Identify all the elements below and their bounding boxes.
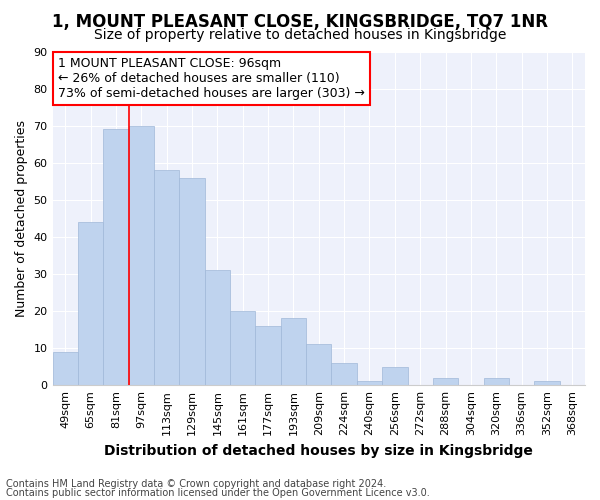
Text: 1, MOUNT PLEASANT CLOSE, KINGSBRIDGE, TQ7 1NR: 1, MOUNT PLEASANT CLOSE, KINGSBRIDGE, TQ… xyxy=(52,12,548,30)
Y-axis label: Number of detached properties: Number of detached properties xyxy=(15,120,28,317)
Bar xyxy=(534,382,560,385)
Bar xyxy=(154,170,179,385)
Bar xyxy=(103,130,128,385)
Bar xyxy=(205,270,230,385)
Text: 1 MOUNT PLEASANT CLOSE: 96sqm
← 26% of detached houses are smaller (110)
73% of : 1 MOUNT PLEASANT CLOSE: 96sqm ← 26% of d… xyxy=(58,56,365,100)
Text: Contains public sector information licensed under the Open Government Licence v3: Contains public sector information licen… xyxy=(6,488,430,498)
Bar xyxy=(179,178,205,385)
Bar xyxy=(331,363,357,385)
Text: Size of property relative to detached houses in Kingsbridge: Size of property relative to detached ho… xyxy=(94,28,506,42)
Bar xyxy=(78,222,103,385)
Bar xyxy=(433,378,458,385)
Bar xyxy=(306,344,331,385)
Bar xyxy=(281,318,306,385)
Bar xyxy=(230,311,256,385)
Bar xyxy=(128,126,154,385)
Bar xyxy=(484,378,509,385)
X-axis label: Distribution of detached houses by size in Kingsbridge: Distribution of detached houses by size … xyxy=(104,444,533,458)
Bar xyxy=(382,366,407,385)
Bar xyxy=(357,382,382,385)
Bar xyxy=(256,326,281,385)
Bar xyxy=(53,352,78,385)
Text: Contains HM Land Registry data © Crown copyright and database right 2024.: Contains HM Land Registry data © Crown c… xyxy=(6,479,386,489)
